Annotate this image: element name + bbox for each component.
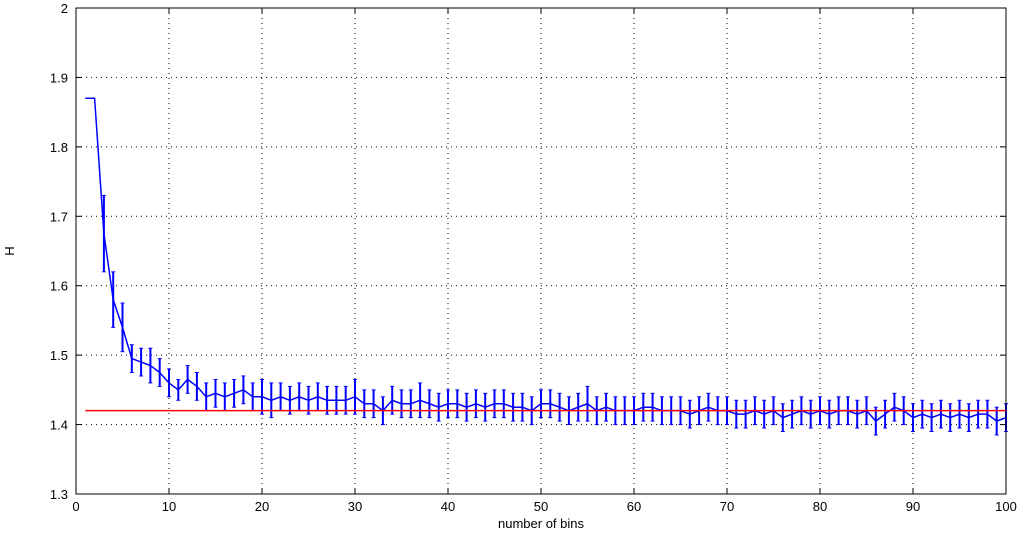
y-tick-label: 1.3	[50, 487, 68, 502]
y-tick-label: 1.4	[50, 418, 68, 433]
series-layer	[85, 97, 1008, 436]
x-tick-label: 40	[441, 499, 455, 514]
y-tick-label: 1.5	[50, 348, 68, 363]
y-tick-label: 2	[61, 1, 68, 16]
x-tick-label: 90	[906, 499, 920, 514]
x-tick-label: 10	[162, 499, 176, 514]
y-tick-label: 1.6	[50, 279, 68, 294]
x-tick-label: 0	[72, 499, 79, 514]
y-tick-label: 1.9	[50, 70, 68, 85]
y-tick-label: 1.8	[50, 140, 68, 155]
x-tick-label: 70	[720, 499, 734, 514]
x-tick-label: 50	[534, 499, 548, 514]
x-tick-label: 100	[995, 499, 1017, 514]
x-axis-label: number of bins	[498, 516, 584, 531]
x-tick-label: 80	[813, 499, 827, 514]
y-axis-label: H	[2, 246, 17, 255]
x-tick-label: 20	[255, 499, 269, 514]
x-tick-label: 30	[348, 499, 362, 514]
y-tick-label: 1.7	[50, 209, 68, 224]
ticks: 0 10 20 30 40 50 60 70 80 90 100 1.3 1.4 1.5 1.6 1.7 1.8…	[50, 1, 1017, 514]
x-tick-label: 60	[627, 499, 641, 514]
series-line-estimate	[85, 97, 1007, 423]
